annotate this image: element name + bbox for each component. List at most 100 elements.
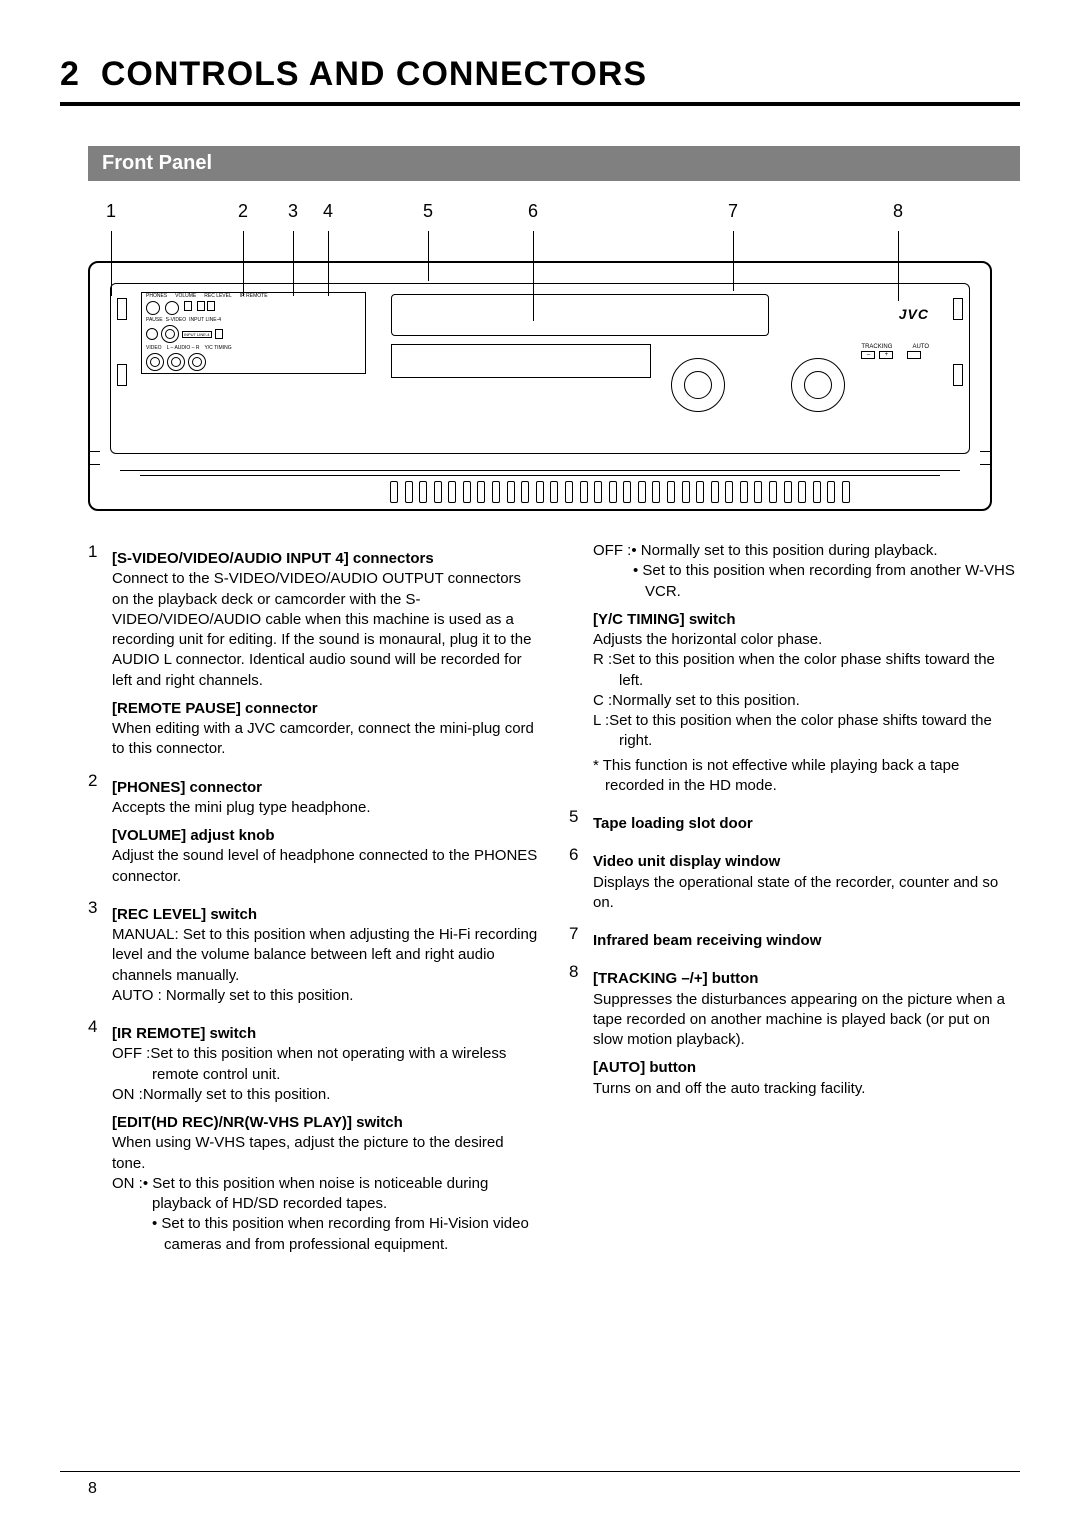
input-label-box: INPUT LINE-4 xyxy=(182,331,212,338)
def-line: ON :Normally set to this position. xyxy=(112,1085,539,1105)
item-number: 6 xyxy=(569,844,593,913)
foot-right xyxy=(980,451,992,465)
callout-8: 8 xyxy=(893,201,903,222)
vent-slot xyxy=(565,481,573,503)
item-text: Connect to the S-VIDEO/VIDEO/AUDIO OUTPU… xyxy=(112,569,539,691)
def-line: OFF :Set to this position when not opera… xyxy=(112,1044,539,1085)
item-heading: [S-VIDEO/VIDEO/AUDIO INPUT 4] connectors xyxy=(112,549,539,569)
vent-slot xyxy=(492,481,500,503)
numbered-item: 6Video unit display windowDisplays the o… xyxy=(569,844,1020,913)
item-text: Adjust the sound level of headphone conn… xyxy=(112,846,539,887)
vent-line-2 xyxy=(140,475,940,476)
vent-slot xyxy=(507,481,515,503)
item-heading: Video unit display window xyxy=(593,852,1020,872)
def-line: C :Normally set to this position. xyxy=(593,691,1020,711)
vent-slot xyxy=(594,481,602,503)
vent-slot xyxy=(390,481,398,503)
vent-slot xyxy=(580,481,588,503)
front-panel-diagram: 12345678 PHONES VOLUME REC LEVEL IR REMO… xyxy=(88,201,992,511)
item-number: 1 xyxy=(88,541,112,760)
callout-3: 3 xyxy=(288,201,298,222)
vent-slot xyxy=(477,481,485,503)
description-columns: 1[S-VIDEO/VIDEO/AUDIO INPUT 4] connector… xyxy=(88,541,1020,1265)
item-heading: [VOLUME] adjust knob xyxy=(112,826,539,846)
controls-cluster: PHONES VOLUME REC LEVEL IR REMOTE xyxy=(141,292,366,374)
numbered-item: 2[PHONES] connectorAccepts the mini plug… xyxy=(88,770,539,887)
svideo-jack-icon xyxy=(161,325,179,343)
vent-slot xyxy=(682,481,690,503)
numbered-item: 3[REC LEVEL] switchMANUAL: Set to this p… xyxy=(88,897,539,1006)
item-text: Displays the operational state of the re… xyxy=(593,873,1020,914)
item-text: When editing with a JVC camcorder, conne… xyxy=(112,719,539,760)
item-number: 2 xyxy=(88,770,112,887)
chapter-rule xyxy=(60,102,1020,106)
item-number: 4 xyxy=(88,1016,112,1255)
device-inner: PHONES VOLUME REC LEVEL IR REMOTE xyxy=(110,283,970,454)
vent-slot xyxy=(784,481,792,503)
item-number: 8 xyxy=(569,961,593,1099)
reclevel-switch-icon xyxy=(184,301,192,311)
vent-line-1 xyxy=(120,470,960,471)
item-heading: [PHONES] connector xyxy=(112,778,539,798)
volume-knob-icon xyxy=(165,301,179,315)
vent-slot xyxy=(623,481,631,503)
lbl-reclevel: REC LEVEL xyxy=(204,293,232,299)
numbered-item: 8[TRACKING –/+] buttonSuppresses the dis… xyxy=(569,961,1020,1099)
item-heading: [Y/C TIMING] switch xyxy=(593,610,1020,630)
lbl-irremote: IR REMOTE xyxy=(240,293,268,299)
note: * This function is not effective while p… xyxy=(593,756,1020,797)
audio-r-jack-icon xyxy=(188,353,206,371)
callout-2: 2 xyxy=(238,201,248,222)
auto-label: AUTO xyxy=(912,344,929,350)
item-heading: [REC LEVEL] switch xyxy=(112,905,539,925)
audio-l-jack-icon xyxy=(167,353,185,371)
vent-slot xyxy=(696,481,704,503)
item-heading: [TRACKING –/+] button xyxy=(593,969,1020,989)
lbl-phones: PHONES xyxy=(146,293,167,299)
lbl-yc: Y/C TIMING xyxy=(204,345,231,351)
lbl-volume: VOLUME xyxy=(175,293,196,299)
lbl-video: VIDEO xyxy=(146,345,162,351)
vent-slot xyxy=(725,481,733,503)
tracking-minus-button: – xyxy=(861,351,875,359)
jog-dial-2 xyxy=(791,358,845,412)
chapter-number: 2 xyxy=(60,55,80,93)
numbered-item: 5Tape loading slot door xyxy=(569,806,1020,834)
vent-slot xyxy=(550,481,558,503)
vent-slot xyxy=(463,481,471,503)
vent-slot xyxy=(434,481,442,503)
vent-slot xyxy=(711,481,719,503)
item-text: Accepts the mini plug type headphone. xyxy=(112,798,539,818)
item-heading: Infrared beam receiving window xyxy=(593,931,1020,951)
item-text: Turns on and off the auto tracking facil… xyxy=(593,1079,1020,1099)
numbered-item: 1[S-VIDEO/VIDEO/AUDIO INPUT 4] connector… xyxy=(88,541,539,760)
chapter-title: 2 CONTROLS AND CONNECTORS xyxy=(60,55,1020,94)
vent-slot xyxy=(652,481,660,503)
vent-slot xyxy=(754,481,762,503)
callout-4: 4 xyxy=(323,201,333,222)
vent-slot xyxy=(842,481,850,503)
item-heading: [AUTO] button xyxy=(593,1058,1020,1078)
callout-numbers: 12345678 xyxy=(88,201,992,231)
item-heading: [REMOTE PAUSE] connector xyxy=(112,699,539,719)
phones-jack-icon xyxy=(146,301,160,315)
tracking-controls: TRACKING AUTO – + xyxy=(861,344,929,359)
vent-slot xyxy=(813,481,821,503)
lbl-input: INPUT LINE-4 xyxy=(189,317,221,323)
chapter-title-text: CONTROLS AND CONNECTORS xyxy=(101,55,647,93)
tracking-label: TRACKING xyxy=(861,344,892,350)
yc-switch-icon xyxy=(215,329,223,339)
side-slot2-left xyxy=(117,364,127,386)
numbered-item: 4[IR REMOTE] switchOFF :Set to this posi… xyxy=(88,1016,539,1255)
item-heading: [IR REMOTE] switch xyxy=(112,1024,539,1044)
lbl-pause: PAUSE xyxy=(146,317,163,323)
callout-6: 6 xyxy=(528,201,538,222)
vent-slot xyxy=(405,481,413,503)
footer-rule xyxy=(60,1471,1020,1472)
item-number: 3 xyxy=(88,897,112,1006)
right-column: OFF :• Normally set to this position dur… xyxy=(569,541,1020,1265)
side-slot-left xyxy=(117,298,127,320)
vent-slot xyxy=(521,481,529,503)
vent-slot xyxy=(609,481,617,503)
vent-grille xyxy=(390,481,850,503)
